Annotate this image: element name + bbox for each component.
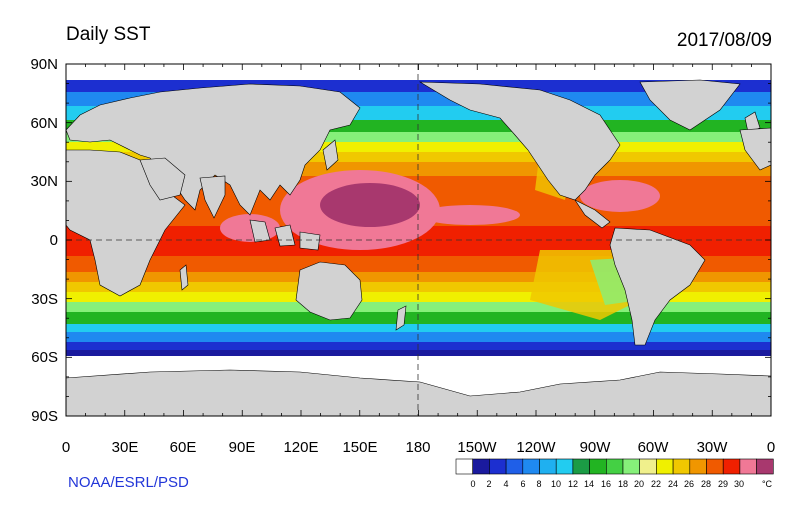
colorbar-tick-label: 8 <box>536 479 541 489</box>
map-title: Daily SST <box>66 24 151 45</box>
colorbar-swatch <box>656 458 674 475</box>
lon-label: 180 <box>405 439 430 456</box>
lon-label: 60E <box>170 439 197 456</box>
colorbar-tick-label: 30 <box>734 479 744 489</box>
lat-label: 0 <box>50 232 58 249</box>
colorbar-tick-label: 0 <box>470 479 475 489</box>
colorbar-tick-label: 24 <box>668 479 678 489</box>
lat-label: 30N <box>30 173 58 190</box>
colorbar <box>455 458 774 475</box>
colorbar-swatch <box>522 458 540 475</box>
colorbar-tick-label: 26 <box>684 479 694 489</box>
lat-label: 60N <box>30 115 58 132</box>
colorbar-swatch <box>572 458 590 475</box>
lon-label: 30W <box>697 439 729 456</box>
colorbar-swatch <box>689 458 707 475</box>
colorbar-swatch <box>639 458 657 475</box>
lon-label: 120W <box>516 439 556 456</box>
colorbar-tick-label: 16 <box>601 479 611 489</box>
colorbar-tick-label: 20 <box>634 479 644 489</box>
map-date: 2017/08/09 <box>676 30 772 51</box>
colorbar-swatch <box>489 458 507 475</box>
axis-ticks <box>65 63 772 417</box>
colorbar-swatch <box>672 458 691 475</box>
colorbar-swatch <box>622 458 641 475</box>
colorbar-swatch <box>706 458 724 475</box>
lon-label: 90W <box>580 439 612 456</box>
colorbar-tick-label: 6 <box>520 479 525 489</box>
colorbar-tick-label: 22 <box>651 479 661 489</box>
colorbar-tick-label: 10 <box>551 479 561 489</box>
lon-labels: 0 30E 60E 90E 120E 150E 180 150W 120W 90… <box>62 439 775 456</box>
lon-label: 150W <box>457 439 497 456</box>
colorbar-tick-label: 29 <box>718 479 728 489</box>
lat-label: 90N <box>30 56 58 73</box>
lat-label: 90S <box>31 408 58 425</box>
colorbar-tick-label: 4 <box>503 479 508 489</box>
colorbar-swatch <box>539 458 557 475</box>
colorbar-swatch <box>472 458 490 475</box>
lon-label: 30E <box>112 439 139 456</box>
lon-label: 0 <box>62 439 70 456</box>
colorbar-swatch <box>722 458 741 475</box>
lon-label: 60W <box>638 439 670 456</box>
lon-label: 150E <box>342 439 377 456</box>
lon-label: 120E <box>283 439 318 456</box>
colorbar-tick-label: 12 <box>568 479 578 489</box>
lat-label: 30S <box>31 291 58 308</box>
sst-field <box>66 64 771 416</box>
lon-label: 90E <box>229 439 256 456</box>
lon-label: 0 <box>767 439 775 456</box>
land-masses <box>66 79 771 416</box>
colorbar-tick-label: 2 <box>486 479 491 489</box>
colorbar-unit: °C <box>762 479 773 489</box>
colorbar-swatch <box>455 458 474 475</box>
data-source-credit: NOAA/ESRL/PSD <box>68 474 189 491</box>
colorbar-labels: 0 2 4 6 8 10 12 14 16 18 20 22 24 26 28 … <box>470 479 772 489</box>
colorbar-swatch <box>505 458 524 475</box>
colorbar-swatch <box>756 458 774 475</box>
lat-label: 60S <box>31 349 58 366</box>
colorbar-swatch <box>605 458 624 475</box>
colorbar-tick-label: 28 <box>701 479 711 489</box>
colorbar-tick-label: 18 <box>618 479 628 489</box>
colorbar-swatch <box>589 458 607 475</box>
colorbar-swatch <box>739 458 757 475</box>
lat-labels: 90N 60N 30N 0 30S 60S 90S <box>30 56 58 425</box>
colorbar-tick-label: 14 <box>584 479 594 489</box>
colorbar-swatch <box>555 458 574 475</box>
